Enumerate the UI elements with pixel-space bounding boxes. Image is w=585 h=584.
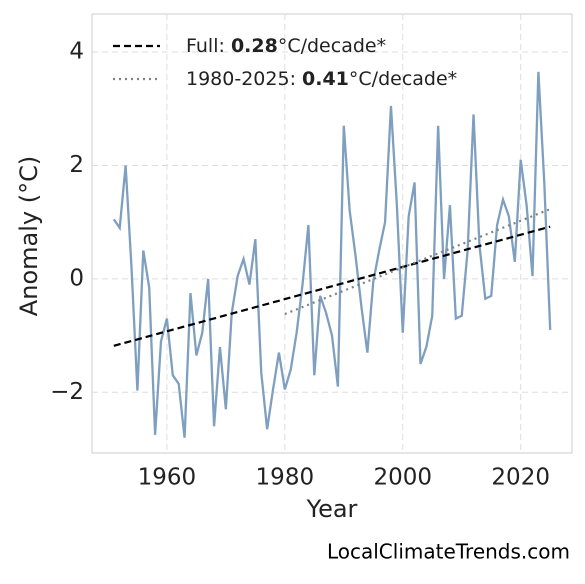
x-tick-label: 1980 [256, 465, 315, 491]
x-tick-label: 2020 [491, 465, 550, 491]
y-tick-label: 2 [69, 152, 84, 178]
x-tick-label: 2000 [373, 465, 432, 491]
data-line [112, 71, 552, 438]
legend-label: Full: 0.28°C/decade* [186, 35, 386, 57]
legend-unit: °C/decade* [278, 35, 386, 57]
y-tick-label: 4 [69, 39, 84, 65]
y-tick-label: −2 [50, 379, 84, 405]
plot-frame [91, 13, 573, 454]
x-tick-label: 1960 [138, 465, 197, 491]
legend-prefix: 1980-2025: [186, 68, 302, 90]
legend-rate: 0.41 [302, 68, 349, 90]
y-axis-label: Anomaly (°C) [15, 156, 43, 316]
legend-rate: 0.28 [231, 35, 278, 57]
x-axis-label: Year [306, 495, 358, 523]
legend-prefix: Full: [186, 35, 231, 57]
legend-unit: °C/decade* [349, 68, 457, 90]
legend-label: 1980-2025: 0.41°C/decade* [186, 68, 457, 90]
trend-line [113, 225, 551, 347]
y-tick-label: 0 [69, 265, 84, 291]
watermark: LocalClimateTrends.com [327, 540, 570, 564]
